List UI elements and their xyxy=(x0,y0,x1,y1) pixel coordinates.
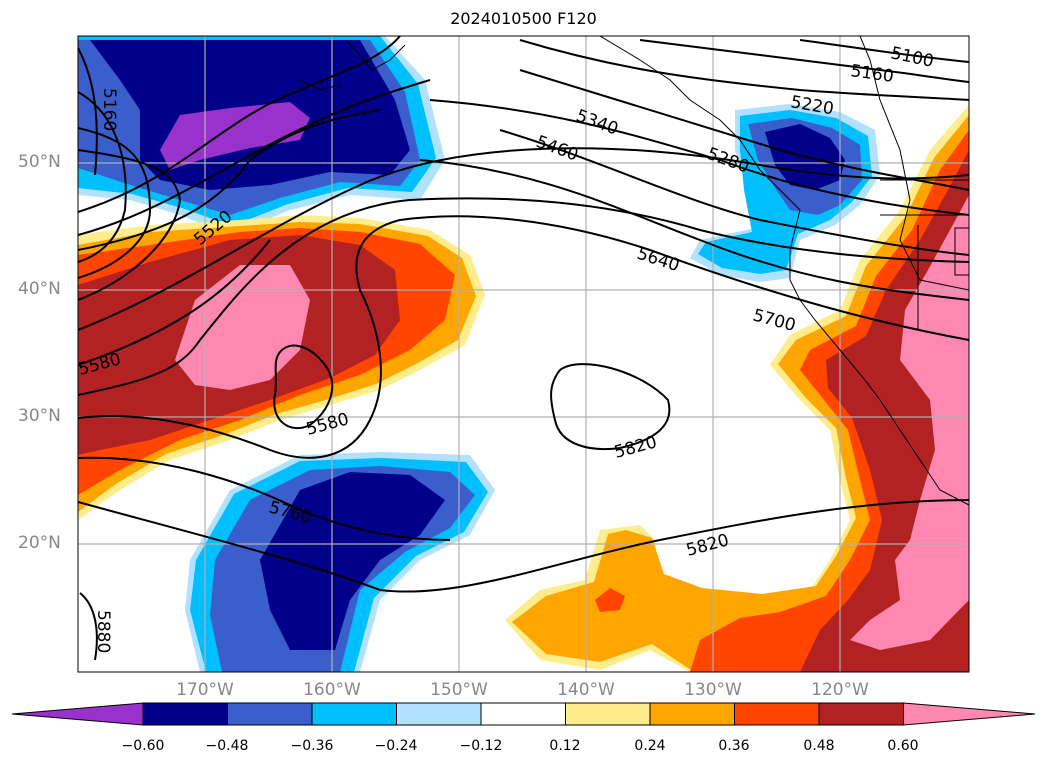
shade-positive-east xyxy=(505,105,969,672)
lon-label: 150°W xyxy=(430,680,488,700)
lon-label: 160°W xyxy=(303,680,361,700)
lon-label: 140°W xyxy=(557,680,615,700)
lat-label: 40°N xyxy=(18,279,61,299)
colorbar-extend-right xyxy=(903,702,1036,726)
colorbar-segment xyxy=(227,702,313,726)
map-frame xyxy=(77,35,970,673)
colorbar-segment xyxy=(565,702,651,726)
colorbar-tick-label: 0.12 xyxy=(549,738,581,754)
lon-label: 170°W xyxy=(176,680,234,700)
colorbar-tick-label: 0.60 xyxy=(887,738,919,754)
lat-label: 20°N xyxy=(18,533,61,553)
colorbar-tick-label: −0.48 xyxy=(205,738,249,754)
lon-label: 120°W xyxy=(811,680,869,700)
colorbar-tick-label: 0.36 xyxy=(718,738,750,754)
lat-label: 50°N xyxy=(18,152,61,172)
colorbar-segment xyxy=(734,702,820,726)
colorbar-segment xyxy=(311,702,397,726)
graticule xyxy=(78,36,969,672)
colorbar-extend-left xyxy=(11,702,144,726)
colorbar xyxy=(11,702,1036,726)
colorbar-segment xyxy=(142,702,228,726)
colorbar-tick-label: −0.24 xyxy=(374,738,418,754)
colorbar-segment xyxy=(480,702,566,726)
colorbar-segment xyxy=(649,702,735,726)
map-plot-area: 5100 5160 5220 5280 5340 5460 5520 5580 … xyxy=(78,36,969,672)
colorbar-tick-label: −0.12 xyxy=(459,738,503,754)
coastline xyxy=(299,36,969,506)
lat-label: 30°N xyxy=(18,406,61,426)
height-contours xyxy=(78,36,969,661)
map-title: 2024010500 F120 xyxy=(450,9,597,28)
colorbar-segment xyxy=(818,702,904,726)
shade-negative-south xyxy=(185,452,495,672)
colorbar-segment xyxy=(396,702,482,726)
colorbar-tick-label: −0.60 xyxy=(121,738,165,754)
contour-label: 5880 xyxy=(93,610,113,653)
colorbar-tick-label: 0.48 xyxy=(803,738,835,754)
contour-label: 5160 xyxy=(99,88,119,131)
colorbar-tick-label: 0.24 xyxy=(634,738,666,754)
colorbar-tick-label: −0.36 xyxy=(290,738,334,754)
lon-label: 130°W xyxy=(684,680,742,700)
